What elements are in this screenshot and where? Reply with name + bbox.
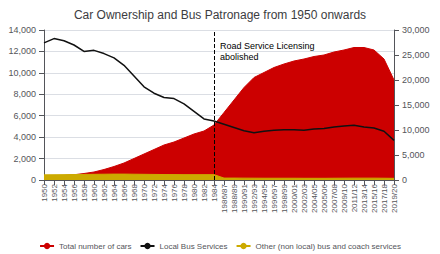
svg-text:2011/12: 2011/12 bbox=[350, 183, 359, 212]
svg-text:10,000: 10,000 bbox=[8, 68, 36, 78]
svg-text:1950: 1950 bbox=[40, 183, 49, 201]
svg-text:Local Bus Services: Local Bus Services bbox=[160, 242, 228, 251]
svg-text:1984: 1984 bbox=[210, 183, 219, 201]
svg-text:Road Service Licensing: Road Service Licensing bbox=[220, 41, 315, 51]
svg-text:1952: 1952 bbox=[50, 183, 59, 201]
svg-text:1954: 1954 bbox=[60, 183, 69, 201]
svg-text:1960: 1960 bbox=[90, 183, 99, 201]
svg-text:1972: 1972 bbox=[150, 183, 159, 201]
svg-text:20,000: 20,000 bbox=[402, 75, 430, 85]
svg-text:2002/03: 2002/03 bbox=[300, 183, 309, 212]
svg-text:1978: 1978 bbox=[180, 183, 189, 201]
svg-text:5,000: 5,000 bbox=[402, 150, 425, 160]
svg-text:15,000: 15,000 bbox=[402, 100, 430, 110]
svg-text:1982: 1982 bbox=[200, 183, 209, 201]
svg-text:1966: 1966 bbox=[120, 183, 129, 201]
svg-text:1964: 1964 bbox=[110, 183, 119, 201]
svg-text:12,000: 12,000 bbox=[8, 46, 36, 56]
svg-text:1990/91: 1990/91 bbox=[240, 183, 249, 212]
svg-text:30,000: 30,000 bbox=[402, 25, 430, 35]
svg-text:6,000: 6,000 bbox=[13, 111, 36, 121]
svg-text:8,000: 8,000 bbox=[13, 89, 36, 99]
svg-text:1998/99: 1998/99 bbox=[280, 183, 289, 212]
svg-text:2,000: 2,000 bbox=[13, 154, 36, 164]
svg-text:14,000: 14,000 bbox=[8, 25, 36, 35]
svg-text:2005/06: 2005/06 bbox=[320, 183, 329, 212]
svg-text:1986/87: 1986/87 bbox=[220, 183, 229, 212]
svg-text:1974: 1974 bbox=[160, 183, 169, 201]
svg-text:2019/20: 2019/20 bbox=[390, 183, 399, 212]
svg-text:2009/10: 2009/10 bbox=[340, 183, 349, 212]
svg-text:2000/01: 2000/01 bbox=[290, 183, 299, 212]
svg-text:Car Ownership and Bus Patronag: Car Ownership and Bus Patronage from 195… bbox=[74, 8, 366, 22]
svg-text:Other (non local) bus and coac: Other (non local) bus and coach services bbox=[256, 242, 401, 251]
svg-text:2017/18: 2017/18 bbox=[380, 183, 389, 212]
svg-text:1958: 1958 bbox=[80, 183, 89, 201]
svg-text:2013/14: 2013/14 bbox=[360, 183, 369, 212]
svg-text:1988/89: 1988/89 bbox=[230, 183, 239, 212]
svg-text:4,000: 4,000 bbox=[13, 132, 36, 142]
svg-text:25,000: 25,000 bbox=[402, 50, 430, 60]
svg-text:abolished: abolished bbox=[220, 52, 259, 62]
svg-text:2007/08: 2007/08 bbox=[330, 183, 339, 212]
svg-text:1956: 1956 bbox=[70, 183, 79, 201]
svg-text:1980: 1980 bbox=[190, 183, 199, 201]
svg-text:2004/05: 2004/05 bbox=[310, 183, 319, 212]
svg-text:1970: 1970 bbox=[140, 183, 149, 201]
svg-text:0: 0 bbox=[31, 175, 36, 185]
svg-text:Total number of cars: Total number of cars bbox=[59, 242, 131, 251]
svg-text:1962: 1962 bbox=[100, 183, 109, 201]
svg-text:1968: 1968 bbox=[130, 183, 139, 201]
svg-text:1996/97: 1996/97 bbox=[270, 183, 279, 212]
svg-text:1976: 1976 bbox=[170, 183, 179, 201]
svg-text:10,000: 10,000 bbox=[402, 125, 430, 135]
svg-text:1992/93: 1992/93 bbox=[250, 183, 259, 212]
svg-text:0: 0 bbox=[402, 175, 407, 185]
svg-text:2015/16: 2015/16 bbox=[370, 183, 379, 212]
svg-text:1994/95: 1994/95 bbox=[260, 183, 269, 212]
